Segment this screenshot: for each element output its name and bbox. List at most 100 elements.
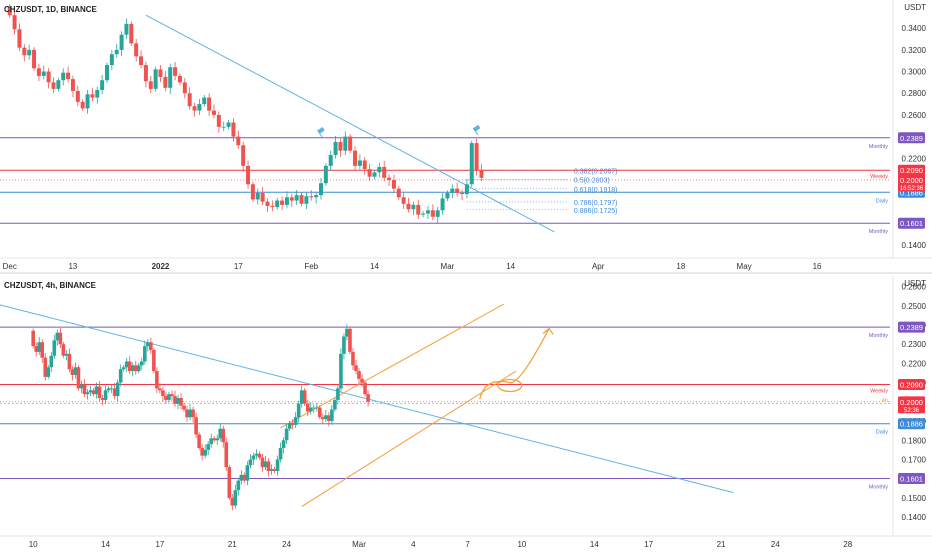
level-price-tag <box>898 473 925 485</box>
candle-body <box>129 23 134 44</box>
candle-body <box>206 444 210 450</box>
fib-label: 0.786(0.1797) <box>574 200 618 207</box>
candle-body <box>211 110 216 115</box>
candle-body <box>134 43 139 57</box>
candle-body <box>336 388 340 400</box>
price-tick-label: 0.2600 <box>902 283 927 292</box>
time-tick-label: 18 <box>676 262 685 271</box>
time-tick-label: 21 <box>717 540 726 549</box>
candle-body <box>421 213 426 215</box>
candle-body <box>469 143 474 185</box>
candle-body <box>155 371 159 389</box>
time-tick-label: Mar <box>441 262 455 271</box>
candle-body <box>100 80 105 90</box>
price-tick-label: 0.2200 <box>902 154 927 163</box>
candle-body <box>133 365 138 372</box>
candle-body <box>289 197 294 201</box>
candle-body <box>187 93 192 107</box>
candle-body <box>440 198 445 211</box>
candle-body <box>363 382 367 395</box>
candle-body <box>324 415 328 420</box>
candles <box>7 3 484 223</box>
retest-circle <box>497 378 523 393</box>
channel-upper-line <box>280 303 505 429</box>
flag-pole <box>317 130 323 138</box>
candle-body <box>100 398 105 400</box>
channel-lower-line <box>301 370 517 507</box>
candle-body <box>343 136 348 151</box>
flag-icon <box>472 124 481 136</box>
candle-body <box>294 195 299 201</box>
candle-body <box>161 390 165 397</box>
time-tick-label: 17 <box>644 540 653 549</box>
flag-pole <box>472 127 479 136</box>
time-tick-label: 17 <box>234 262 243 271</box>
candle-body <box>257 453 262 458</box>
candle-body <box>90 94 95 98</box>
candle-body <box>46 367 51 377</box>
level-price-tag <box>898 418 925 430</box>
flag-icon <box>317 126 325 138</box>
price-tick-label: 0.2200 <box>902 359 927 368</box>
price-tick-label: 0.3200 <box>902 46 927 55</box>
candle-body <box>109 388 114 390</box>
candle-body <box>296 403 301 418</box>
candle-body <box>221 428 226 443</box>
level-price-text: 0.1601 <box>900 475 923 484</box>
candle-body <box>41 71 46 76</box>
candle-body <box>163 76 168 88</box>
candle-body <box>177 75 182 83</box>
level-name-label: Monthly <box>869 229 889 235</box>
level-name-label: Monthly <box>869 144 889 150</box>
candle-body <box>170 394 174 397</box>
candle-body <box>308 407 313 412</box>
candle-body <box>304 196 309 204</box>
time-tick-label: 4 <box>411 540 416 549</box>
candle-body <box>66 72 71 80</box>
candle-body <box>203 449 207 456</box>
candle-body <box>377 166 382 173</box>
candle-body <box>284 428 289 441</box>
candle-body <box>121 367 126 370</box>
candle-body <box>114 49 119 55</box>
candle-body <box>314 407 319 409</box>
chart-title: CHZUSDT, 4h, BINANCE <box>4 281 97 290</box>
candle-body <box>80 101 85 109</box>
candle-body <box>272 469 277 472</box>
candle-body <box>34 346 39 352</box>
price-tick-label: 0.3000 <box>902 68 927 77</box>
candle-body <box>76 367 81 389</box>
candle-body <box>299 195 304 204</box>
level-price-text: 0.2090 <box>900 381 923 390</box>
price-tick-label: 0.2600 <box>902 111 927 120</box>
level-price-text: 0.1886 <box>900 188 923 197</box>
candle-body <box>357 160 362 166</box>
candle-body <box>348 136 353 151</box>
candle-body <box>182 405 186 410</box>
candle-body <box>270 205 275 208</box>
level-price-text: 0.1601 <box>900 219 923 228</box>
candle-body <box>323 165 328 184</box>
candle-body <box>445 192 450 199</box>
time-tick-label: 10 <box>517 540 526 549</box>
candle-body <box>290 422 295 425</box>
candle-body <box>173 396 177 404</box>
time-tick-label: 14 <box>506 262 515 271</box>
candle-body <box>27 49 32 56</box>
candle-body <box>130 365 135 372</box>
candle-body <box>382 166 387 178</box>
candle-body <box>233 490 238 506</box>
flag-cloth <box>317 126 325 134</box>
candle-body <box>260 457 265 468</box>
candle-body <box>305 403 310 412</box>
level-price-text: 0.2090 <box>900 166 923 175</box>
time-tick-label: 24 <box>771 540 780 549</box>
candle-body <box>254 453 259 456</box>
candle-body <box>362 160 367 170</box>
candle-body <box>182 82 187 94</box>
countdown-text: 52:36 <box>904 408 920 414</box>
price-tick-label: 0.1500 <box>902 494 927 503</box>
candle-body <box>351 351 355 366</box>
level-price-tag <box>898 164 925 176</box>
time-tick-label: Apr <box>592 262 605 271</box>
